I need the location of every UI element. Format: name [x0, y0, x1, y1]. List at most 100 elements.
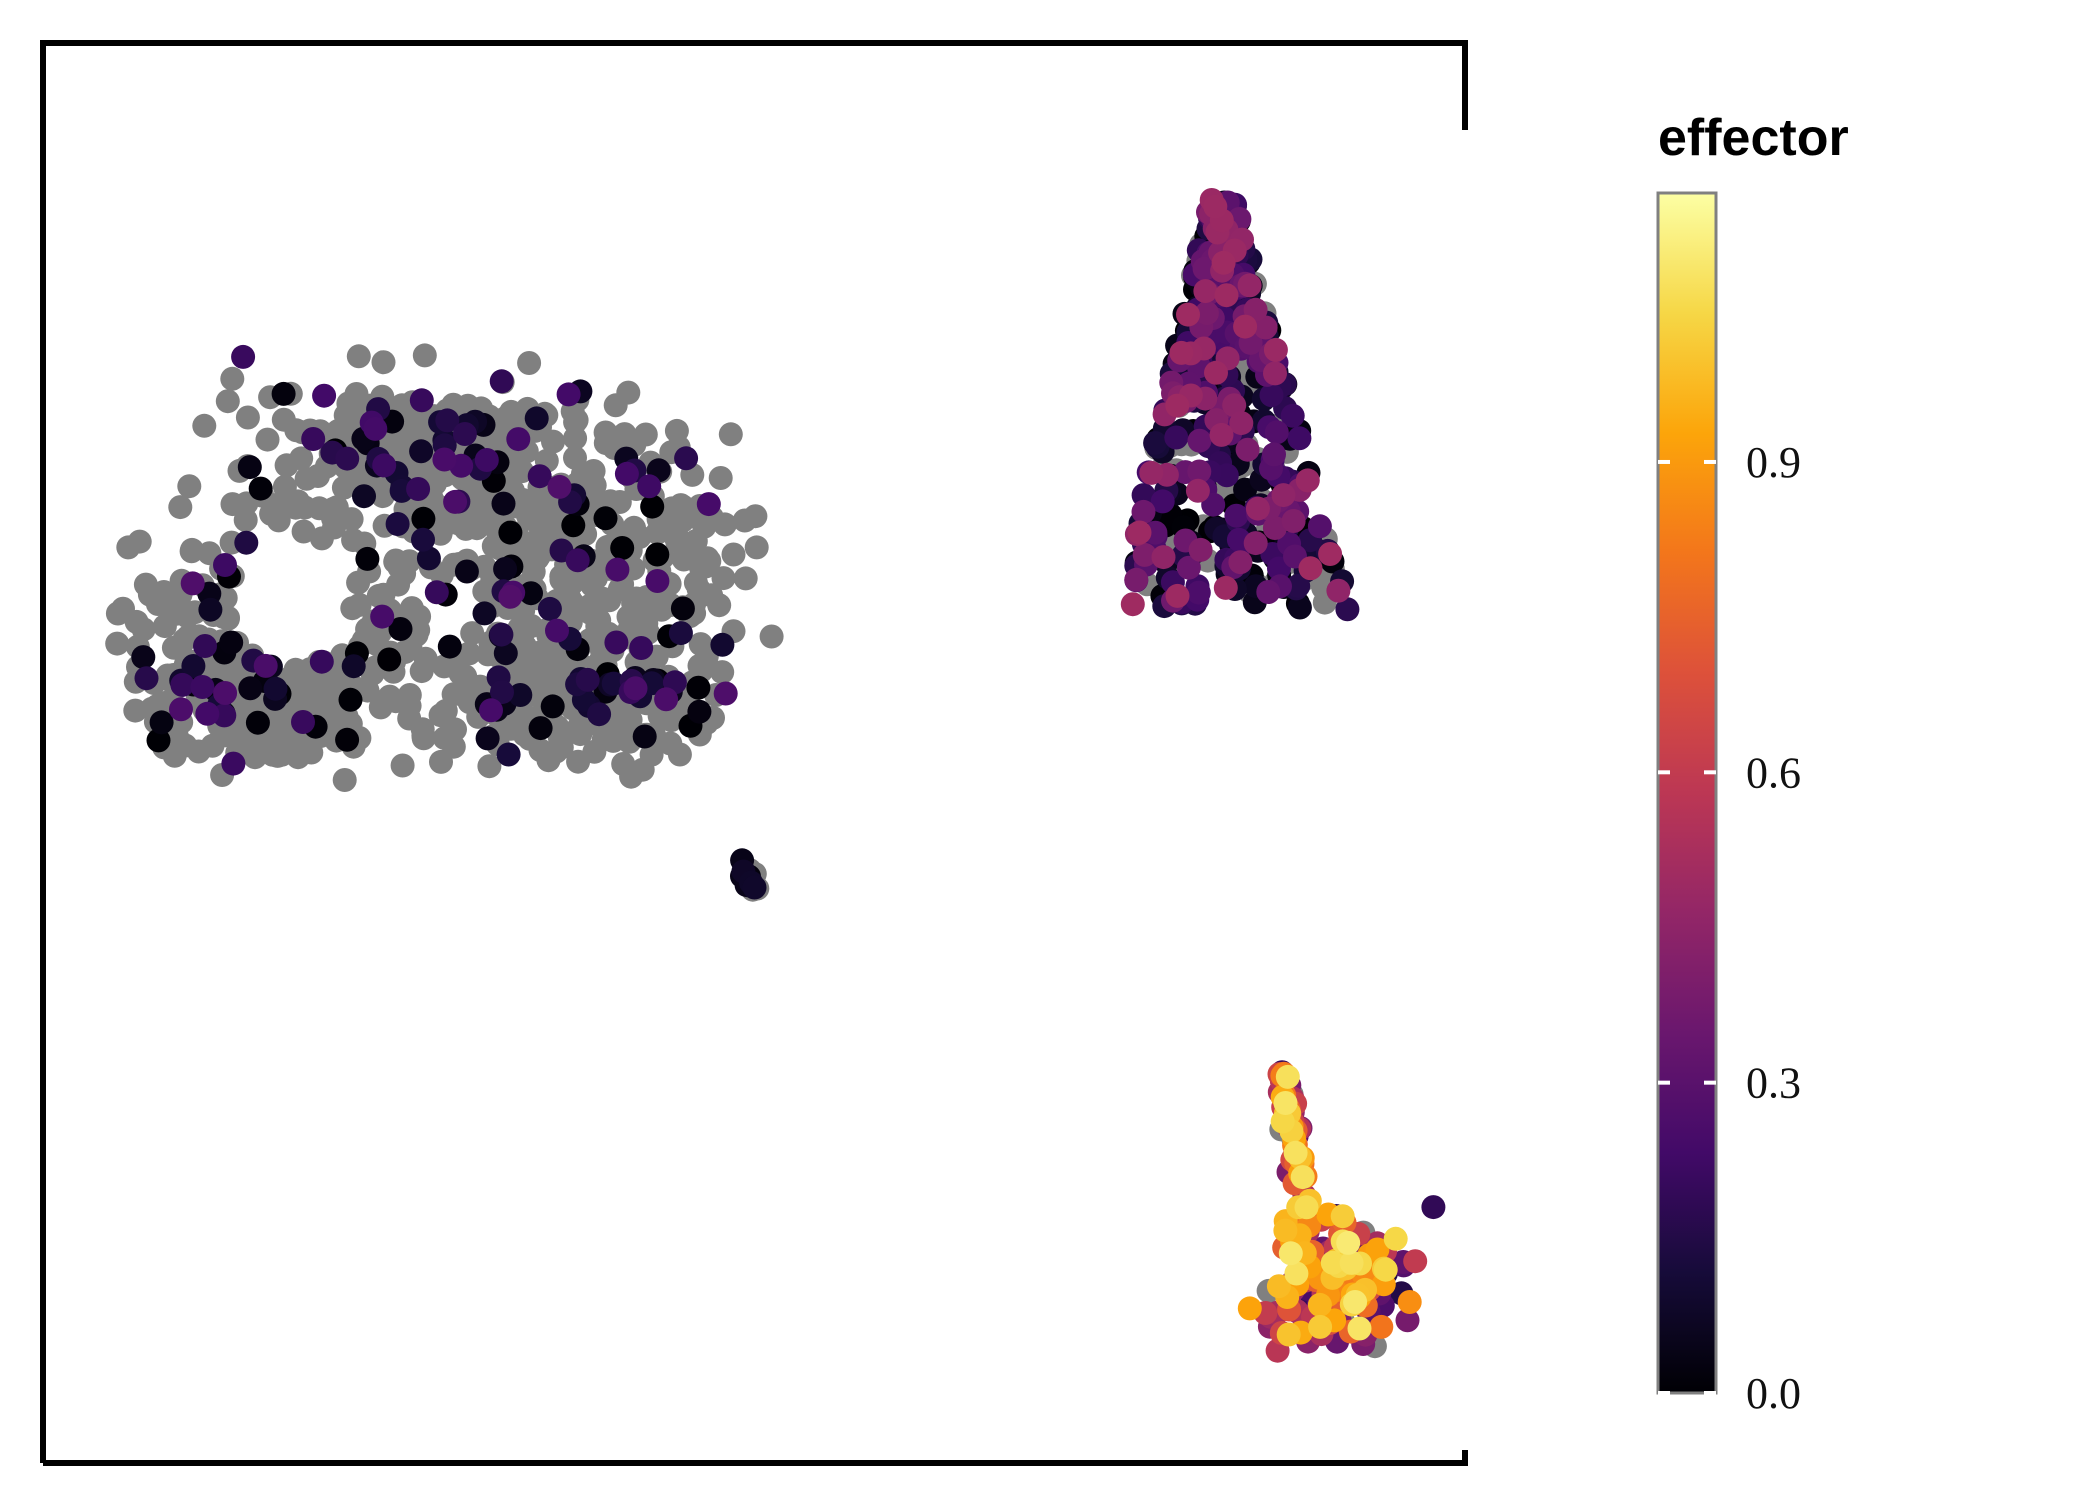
- cell-point: [1201, 492, 1226, 517]
- cell-point: [1330, 1204, 1355, 1229]
- cell-point: [180, 571, 205, 596]
- cell-point: [1336, 1230, 1361, 1255]
- cell-point: [593, 431, 618, 455]
- point-layer: [105, 188, 1446, 1363]
- cell-point: [519, 614, 544, 638]
- cell-point: [309, 649, 334, 674]
- cell-point: [1339, 1250, 1364, 1275]
- cell-point: [341, 654, 366, 679]
- cell-point: [647, 586, 672, 611]
- cell-point: [213, 553, 237, 577]
- cell-point: [411, 527, 435, 552]
- cell-point: [560, 571, 585, 596]
- cell-point: [1262, 516, 1287, 540]
- cell-point: [1131, 483, 1156, 508]
- cell-point: [528, 716, 553, 741]
- cell-point: [481, 534, 506, 559]
- cell-point: [1127, 520, 1152, 545]
- colorbar-tick-label: 0.9: [1746, 438, 1801, 487]
- cell-point: [1193, 279, 1218, 304]
- cell-point: [591, 727, 616, 752]
- cell-point: [341, 528, 366, 553]
- cell-point: [1307, 514, 1332, 539]
- cell-point: [200, 733, 225, 758]
- cell-point: [1271, 483, 1296, 508]
- cell-point: [1124, 567, 1149, 592]
- cell-point: [1290, 1165, 1315, 1190]
- cell-point: [469, 505, 494, 530]
- cell-point: [397, 549, 422, 574]
- cell-point: [517, 351, 542, 375]
- cell-point: [416, 546, 441, 571]
- cell-point: [105, 601, 130, 626]
- cell-point: [1287, 426, 1312, 451]
- cell-point: [192, 413, 217, 438]
- cell-point: [549, 735, 574, 760]
- cell-point: [713, 681, 738, 706]
- cell-point: [1192, 256, 1217, 281]
- cell-point: [597, 588, 622, 613]
- cell-point: [181, 654, 206, 678]
- cell-point: [508, 683, 533, 707]
- cell-point: [674, 446, 699, 471]
- cell-point: [322, 515, 346, 540]
- cell-point: [537, 596, 562, 621]
- cell-point: [593, 506, 618, 531]
- cell-point: [388, 617, 413, 641]
- cell-point: [170, 672, 195, 697]
- cell-point: [1343, 1290, 1368, 1314]
- cell-point: [340, 596, 365, 621]
- cell-point: [341, 393, 366, 418]
- cell-point: [1320, 1250, 1345, 1275]
- cell-point: [1275, 1064, 1300, 1089]
- cell-point: [1273, 1218, 1298, 1243]
- cell-point: [1120, 592, 1145, 617]
- cell-point: [291, 519, 316, 544]
- cell-point: [366, 583, 391, 608]
- cell-point: [1262, 442, 1286, 467]
- cell-point: [1131, 499, 1156, 524]
- cell-point: [1318, 542, 1343, 566]
- cell-point: [1264, 420, 1289, 445]
- cell-point: [1259, 383, 1284, 408]
- cell-point: [1307, 1292, 1332, 1317]
- cell-point: [623, 676, 648, 701]
- cell-point: [1294, 1195, 1319, 1220]
- colorbar-legend: effector 0.0 0.3 0.6 0.9: [1656, 109, 1849, 1418]
- cell-point: [412, 343, 437, 368]
- cell-point: [1245, 496, 1270, 521]
- cell-point: [563, 410, 588, 435]
- cell-point: [690, 653, 715, 678]
- cell-point: [146, 728, 171, 753]
- cell-point: [238, 676, 263, 701]
- cell-point: [116, 535, 141, 560]
- cell-point: [708, 466, 733, 490]
- cell-point: [198, 597, 223, 622]
- cell-point: [149, 710, 174, 735]
- cell-point: [1298, 556, 1323, 581]
- cell-point: [540, 694, 565, 719]
- cell-point: [568, 722, 593, 747]
- cell-point: [457, 641, 482, 666]
- cell-point: [1253, 315, 1278, 340]
- cell-point: [168, 495, 193, 520]
- cell-point: [371, 350, 396, 375]
- cell-point: [123, 698, 148, 723]
- cell-point: [1224, 503, 1249, 528]
- cell-point: [683, 529, 708, 554]
- cell-point: [424, 580, 449, 605]
- cell-point: [1233, 314, 1258, 339]
- cell-point: [338, 687, 363, 712]
- cell-point: [687, 699, 712, 724]
- cell-point: [1295, 468, 1320, 493]
- cell-point: [263, 676, 288, 701]
- cell-point: [733, 566, 758, 591]
- cell-point: [301, 427, 326, 451]
- cell-point: [614, 461, 639, 486]
- cell-point: [742, 875, 767, 900]
- cell-point: [220, 492, 245, 517]
- cell-point: [479, 698, 503, 723]
- cell-point: [1209, 422, 1234, 447]
- cell-point: [498, 584, 523, 609]
- cell-point: [645, 542, 670, 567]
